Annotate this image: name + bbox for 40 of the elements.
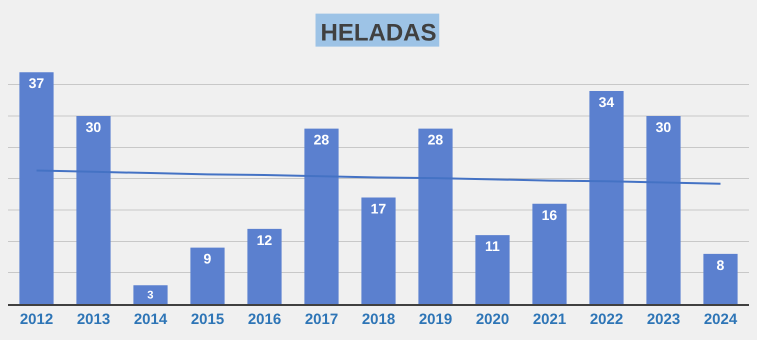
data-label: 17 xyxy=(370,200,386,216)
bar xyxy=(418,128,453,304)
data-label: 30 xyxy=(656,119,672,136)
bar xyxy=(589,90,624,304)
x-tick-label: 2015 xyxy=(190,310,224,328)
bar xyxy=(646,116,681,304)
bar xyxy=(475,235,510,304)
bar xyxy=(133,285,168,304)
x-tick-label: 2024 xyxy=(704,310,738,328)
data-label: 12 xyxy=(256,232,272,248)
x-tick-label: 2020 xyxy=(476,310,510,328)
data-label: 37 xyxy=(28,75,44,92)
x-tick-label: 2018 xyxy=(362,310,396,328)
x-tick-label: 2022 xyxy=(590,310,624,328)
data-label: 28 xyxy=(428,132,444,148)
chart-title: HELADAS xyxy=(320,20,437,47)
data-label: 11 xyxy=(484,238,500,254)
bar xyxy=(247,228,282,304)
bar xyxy=(304,128,339,304)
data-label: 34 xyxy=(598,94,614,110)
x-tick-label: 2016 xyxy=(248,310,282,328)
x-tick-label: 2019 xyxy=(418,310,452,328)
x-tick-label: 2014 xyxy=(134,310,168,328)
data-label: 16 xyxy=(542,206,558,223)
bar xyxy=(361,198,396,304)
data-label: 3 xyxy=(147,290,154,302)
bar xyxy=(19,72,54,304)
data-label: 28 xyxy=(314,132,330,148)
x-tick-label: 2017 xyxy=(304,310,338,328)
x-tick-label: 2021 xyxy=(532,310,566,328)
bar xyxy=(76,116,111,304)
bar xyxy=(190,248,225,304)
x-tick-label: 2023 xyxy=(646,310,680,328)
data-label: 30 xyxy=(86,119,102,136)
x-tick-label: 2013 xyxy=(76,310,110,328)
bar xyxy=(703,254,738,304)
x-tick-label: 2012 xyxy=(20,310,54,328)
data-label: 8 xyxy=(716,256,724,273)
bar xyxy=(532,204,567,304)
data-label: 9 xyxy=(204,250,212,267)
